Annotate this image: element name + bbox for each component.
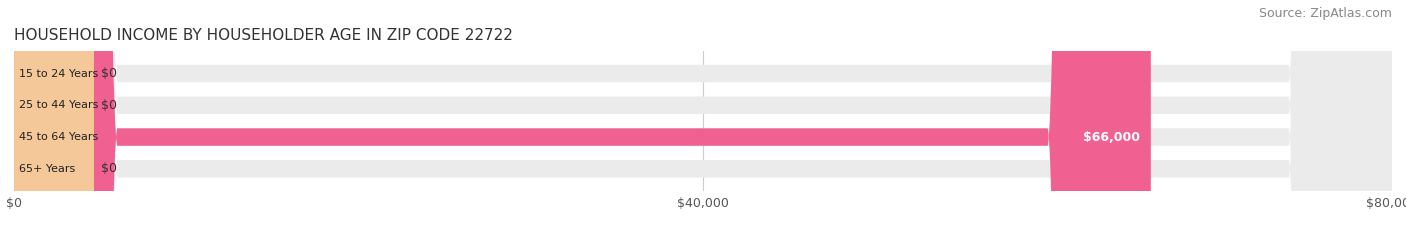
FancyBboxPatch shape bbox=[14, 0, 1152, 233]
Text: $0: $0 bbox=[101, 162, 117, 175]
Text: 45 to 64 Years: 45 to 64 Years bbox=[20, 132, 98, 142]
Text: 65+ Years: 65+ Years bbox=[20, 164, 76, 174]
FancyBboxPatch shape bbox=[14, 0, 1392, 233]
Text: $66,000: $66,000 bbox=[1084, 130, 1140, 144]
Text: 15 to 24 Years: 15 to 24 Years bbox=[20, 69, 98, 79]
FancyBboxPatch shape bbox=[14, 0, 94, 233]
Text: $0: $0 bbox=[101, 67, 117, 80]
Text: $0: $0 bbox=[101, 99, 117, 112]
FancyBboxPatch shape bbox=[14, 0, 1392, 233]
FancyBboxPatch shape bbox=[14, 0, 94, 233]
Text: HOUSEHOLD INCOME BY HOUSEHOLDER AGE IN ZIP CODE 22722: HOUSEHOLD INCOME BY HOUSEHOLDER AGE IN Z… bbox=[14, 28, 513, 43]
Text: Source: ZipAtlas.com: Source: ZipAtlas.com bbox=[1258, 7, 1392, 20]
FancyBboxPatch shape bbox=[14, 0, 94, 233]
FancyBboxPatch shape bbox=[14, 0, 1392, 233]
FancyBboxPatch shape bbox=[14, 0, 1392, 233]
Text: 25 to 44 Years: 25 to 44 Years bbox=[20, 100, 98, 110]
